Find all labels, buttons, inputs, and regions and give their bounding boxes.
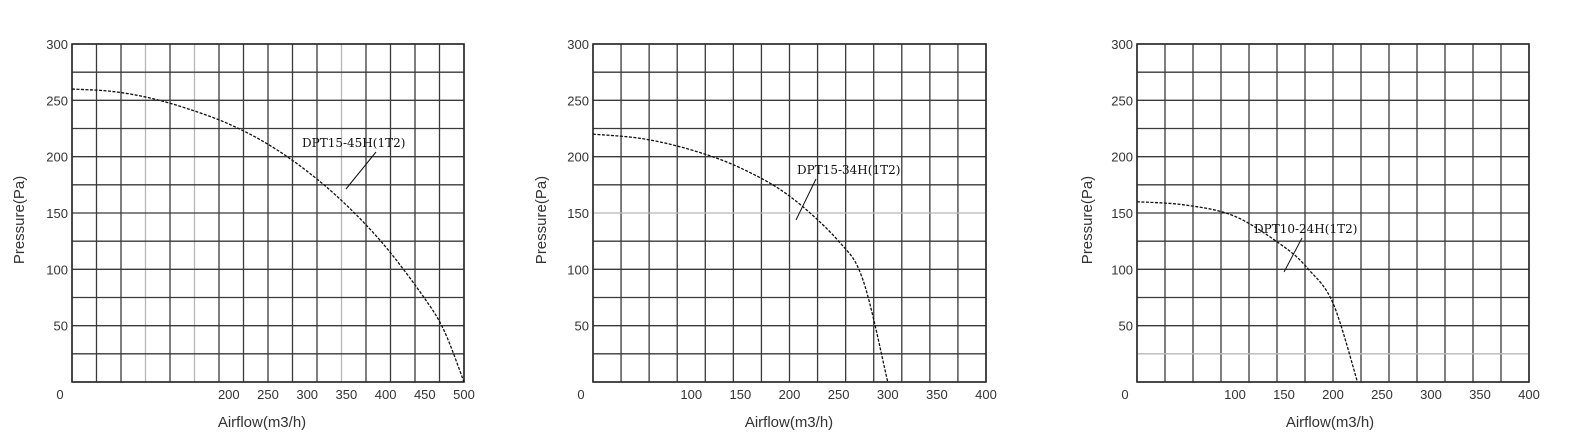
chart-3: 300 250 200 150 100 50 0 100 150 200 250 300 350 400 A… (1079, 37, 1540, 431)
y-tick-label: 150 (46, 206, 68, 221)
y-tick-label: 150 (1111, 206, 1133, 221)
y-tick-label: 100 (1111, 262, 1133, 277)
label-leader-line (795, 178, 817, 221)
x-tick-label: 400 (975, 387, 997, 402)
plot-frame (1136, 43, 1530, 383)
y-tick-label: 300 (46, 37, 68, 52)
y-tick-label: 300 (1111, 37, 1133, 52)
y-axis-title: Pressure(Pa) (11, 176, 28, 264)
y-tick-label: 200 (1111, 150, 1133, 165)
y-axis-title: Pressure(Pa) (533, 176, 550, 264)
plot-frame (592, 43, 987, 383)
x-tick-label: 350 (926, 387, 948, 402)
x-tick-label: 200 (218, 387, 240, 402)
x-tick-label: 250 (1371, 387, 1393, 402)
x-tick-label: 200 (779, 387, 801, 402)
y-tick-label: 250 (1111, 93, 1133, 108)
y-tick-labels: 300 250 200 150 100 50 (46, 37, 68, 334)
x-axis-title: Airflow(m3/h) (1286, 414, 1374, 431)
series-curve (71, 88, 465, 383)
x-tick-labels: 0 100 150 200 250 300 350 400 (1121, 387, 1539, 402)
x-tick-label: 300 (1420, 387, 1442, 402)
chart-2: 300 250 200 150 100 50 0 100 150 200 250 300 350 400 A… (533, 37, 997, 431)
x-tick-label: 100 (1224, 387, 1246, 402)
x-tick-label: 0 (577, 387, 584, 402)
x-tick-label: 250 (828, 387, 850, 402)
x-tick-label: 400 (375, 387, 397, 402)
x-tick-label: 150 (730, 387, 752, 402)
y-tick-label: 50 (1119, 319, 1133, 334)
y-tick-label: 50 (575, 319, 589, 334)
x-tick-label: 400 (1518, 387, 1540, 402)
grid (592, 43, 987, 383)
x-tick-label: 350 (336, 387, 358, 402)
y-tick-label: 250 (46, 93, 68, 108)
grid (1136, 43, 1530, 383)
x-axis-title: Airflow(m3/h) (218, 414, 306, 431)
label-leader-line (1283, 237, 1303, 273)
label-leader-line (345, 151, 377, 190)
y-tick-label: 200 (567, 150, 589, 165)
y-tick-label: 100 (46, 262, 68, 277)
x-tick-label: 450 (414, 387, 436, 402)
series-label: DPT10-24H(1T2) (1254, 222, 1357, 236)
series-label: DPT15-45H(1T2) (302, 136, 405, 150)
x-tick-label: 200 (1322, 387, 1344, 402)
x-tick-labels: 0 200 250 300 350 400 450 500 (56, 387, 474, 402)
y-tick-labels: 300 250 200 150 100 50 (567, 37, 589, 334)
x-tick-labels: 0 100 150 200 250 300 350 400 (577, 387, 996, 402)
x-tick-label: 0 (56, 387, 63, 402)
x-tick-label: 350 (1469, 387, 1491, 402)
plot-frame (71, 43, 465, 383)
series-label: DPT15-34H(1T2) (797, 163, 900, 177)
y-tick-label: 50 (54, 319, 68, 334)
series-curve (592, 133, 889, 383)
y-tick-labels: 300 250 200 150 100 50 (1111, 37, 1133, 334)
y-tick-label: 300 (567, 37, 589, 52)
y-tick-label: 250 (567, 93, 589, 108)
y-axis-title: Pressure(Pa) (1079, 176, 1096, 264)
x-tick-label: 300 (296, 387, 318, 402)
x-tick-label: 300 (877, 387, 899, 402)
x-tick-label: 250 (257, 387, 279, 402)
x-tick-label: 100 (680, 387, 702, 402)
y-tick-label: 100 (567, 262, 589, 277)
x-tick-label: 150 (1273, 387, 1295, 402)
x-tick-label: 0 (1121, 387, 1128, 402)
x-axis-title: Airflow(m3/h) (745, 414, 833, 431)
y-tick-label: 200 (46, 150, 68, 165)
y-tick-label: 150 (567, 206, 589, 221)
x-tick-label: 500 (453, 387, 475, 402)
